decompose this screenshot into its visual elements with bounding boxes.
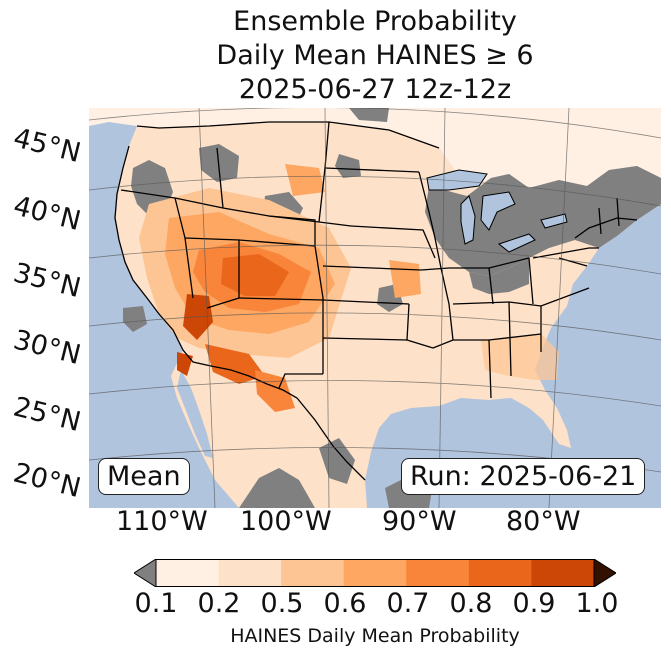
colorbar-tick: 0.9	[512, 588, 556, 619]
lat-label-45: 45°N	[10, 122, 84, 170]
title-line-2: Daily Mean HAINES ≥ 6	[216, 40, 534, 71]
great-lakes	[426, 169, 568, 253]
colorbar-tick: 0.1	[134, 588, 178, 619]
title-line-1: Ensemble Probability	[233, 6, 517, 37]
canada-land	[89, 108, 661, 190]
map-canvas	[89, 108, 661, 508]
lon-label-80w: 80°W	[506, 506, 581, 537]
colorbar-tick: 0.5	[260, 588, 304, 619]
probability-map	[89, 108, 661, 508]
colorbar-segment	[406, 559, 470, 587]
lat-label-25: 25°N	[10, 391, 84, 439]
lat-label-40: 40°N	[10, 190, 84, 238]
gulf-of-california	[177, 370, 213, 458]
run-date-label: Run: 2025-06-21	[401, 458, 646, 495]
southeast-area	[481, 334, 559, 380]
colorbar-frame	[155, 559, 595, 587]
colorbar-tick: 0.2	[197, 588, 241, 619]
lon-label-110w: 110°W	[116, 506, 208, 537]
colorbar-segment	[218, 559, 282, 587]
statistic-label: Mean	[98, 458, 190, 495]
colorbar-label: HAINES Daily Mean Probability	[230, 625, 520, 647]
colorbar-segment	[281, 559, 345, 587]
colorbar-tick: 0.6	[323, 588, 367, 619]
lat-label-35: 35°N	[10, 257, 84, 305]
colorbar-over-extension	[593, 559, 616, 587]
lon-label-90w: 90°W	[382, 506, 457, 537]
title-line-3: 2025-06-27 12z-12z	[238, 74, 512, 105]
colorbar-segment	[531, 559, 595, 587]
colorbar-tick: 0.7	[386, 588, 430, 619]
colorbar-segment	[156, 559, 220, 587]
graticule	[89, 108, 661, 508]
colorbar-tick: 1.0	[575, 588, 619, 619]
colorbar-tick: 0.8	[449, 588, 493, 619]
colorbar	[134, 559, 616, 587]
southwest-high-probability	[139, 164, 421, 412]
lat-label-20: 20°N	[10, 457, 84, 505]
colorbar-segment	[468, 559, 532, 587]
mexico-land	[171, 350, 367, 508]
lat-label-30: 30°N	[10, 324, 84, 372]
colorbar-segment	[343, 559, 407, 587]
lon-label-100w: 100°W	[240, 506, 332, 537]
state-borders	[114, 121, 638, 481]
colorbar-under-extension	[134, 559, 157, 587]
